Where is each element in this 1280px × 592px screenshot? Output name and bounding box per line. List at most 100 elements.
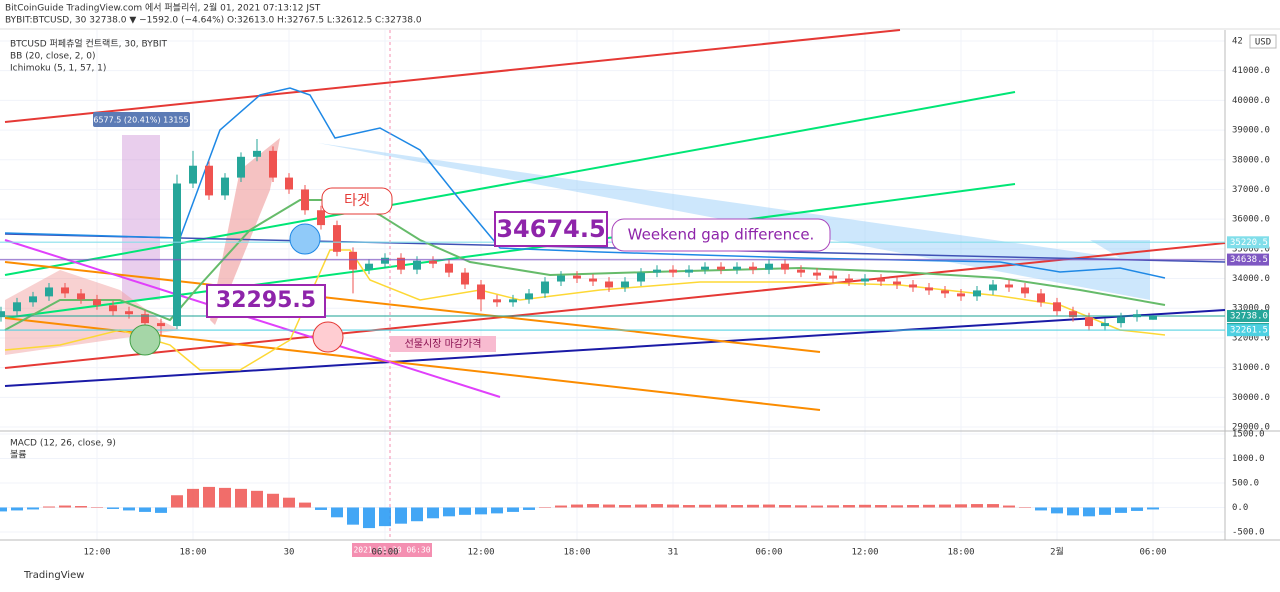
macd-bar xyxy=(251,490,263,508)
macd-bar xyxy=(827,505,839,508)
y-tick-label: 39000.0 xyxy=(1232,126,1270,136)
candle-body xyxy=(397,257,405,270)
candle-body xyxy=(1005,284,1013,288)
candle-body xyxy=(877,278,885,282)
candle-body xyxy=(253,150,261,157)
price-label-box xyxy=(1227,236,1269,249)
macd-bar xyxy=(75,506,87,508)
bb-upper xyxy=(4,87,1166,279)
candle-body xyxy=(685,269,693,273)
candle-body xyxy=(333,225,341,252)
y2-tick-label: 1000.0 xyxy=(1232,454,1265,464)
candle-body xyxy=(0,311,5,318)
macd-bar xyxy=(987,504,999,508)
macd-bar xyxy=(651,504,663,508)
candle-body xyxy=(269,150,277,178)
price-label-box xyxy=(1227,253,1269,266)
low-label: 32295.5 xyxy=(216,288,316,313)
currency-box[interactable] xyxy=(1249,34,1277,49)
macd-bar xyxy=(1083,507,1095,517)
price-label: 34638.5 xyxy=(1230,255,1268,265)
crosshair-time-box xyxy=(352,543,432,557)
macd-bar xyxy=(1019,507,1031,508)
y-tick-label: 34000.0 xyxy=(1232,274,1270,284)
candle-body xyxy=(221,177,229,196)
candle-body xyxy=(429,260,437,264)
x-tick-label: 2월 xyxy=(1050,546,1064,558)
candle-body xyxy=(1117,317,1125,324)
candle-body xyxy=(173,183,181,327)
macd-legend: 볼륨 xyxy=(10,450,27,461)
macd-bar xyxy=(715,504,727,508)
macd-bar xyxy=(219,487,231,508)
candle-body xyxy=(605,281,613,288)
price-label-box xyxy=(1227,310,1269,323)
y2-tick-label: 1500.0 xyxy=(1232,429,1265,439)
macd-bar xyxy=(443,507,455,517)
candle-body xyxy=(621,281,629,288)
x-tick-label: 06:00 xyxy=(755,548,782,558)
y-tick-label: 29000.0 xyxy=(1232,423,1270,433)
macd-bar xyxy=(299,502,311,508)
candle-body xyxy=(285,177,293,190)
macd-bar xyxy=(667,504,679,508)
macd-bar xyxy=(587,504,599,508)
candle-body xyxy=(301,189,309,211)
macd-bar xyxy=(811,505,823,508)
candle-body xyxy=(509,299,517,303)
y-tick-label: 30000.0 xyxy=(1232,393,1270,403)
candle-body xyxy=(461,272,469,285)
trendline xyxy=(4,233,1226,263)
candle-body xyxy=(349,251,357,270)
candle-body xyxy=(317,210,325,226)
macd-bar xyxy=(283,497,295,508)
macd-bar xyxy=(907,505,919,508)
macd-bar xyxy=(395,507,407,524)
candle-body xyxy=(861,278,869,282)
publisher: BitCoinGuide TradingView.com 에서 퍼블리쉬, 2월… xyxy=(5,2,321,14)
candle-body xyxy=(1069,311,1077,318)
macd-bar xyxy=(0,507,7,512)
macd-bar xyxy=(763,504,775,508)
target: 타겟 xyxy=(344,193,370,209)
y-tick-label: 41000.0 xyxy=(1232,66,1270,76)
legend: Ichimoku (5, 1, 57, 1) xyxy=(10,64,106,74)
macd-bar xyxy=(59,505,71,508)
x-tick-label: 06:00 xyxy=(371,548,398,558)
candle-body xyxy=(1053,302,1061,312)
y-tick-label: 35000.0 xyxy=(1232,244,1270,254)
macd-bar xyxy=(123,507,135,511)
candle-body xyxy=(781,263,789,270)
candle-body xyxy=(653,269,661,273)
x-tick-label: 18:00 xyxy=(179,548,206,558)
brand[interactable]: TradingView xyxy=(23,570,84,581)
macd-bar xyxy=(11,507,23,511)
x-tick-label: 31 xyxy=(668,548,679,558)
macd-bar xyxy=(555,505,567,508)
macd-bar xyxy=(571,504,583,508)
currency[interactable]: USD xyxy=(1255,38,1271,48)
candle-body xyxy=(381,257,389,264)
emoji xyxy=(129,324,161,356)
target-box xyxy=(321,187,393,215)
y-tick-label: 38000.0 xyxy=(1232,155,1270,165)
macd-bar xyxy=(1067,507,1079,516)
macd-bar xyxy=(1051,507,1063,514)
high-label-box xyxy=(494,211,608,247)
macd-bar xyxy=(923,504,935,508)
candle-body xyxy=(957,293,965,297)
series-name: MACD xyxy=(120,439,147,449)
y-tick-label: 37000.0 xyxy=(1232,185,1270,195)
trendline xyxy=(4,309,1226,387)
y-tick-label: 40000.0 xyxy=(1232,96,1270,106)
bb-lower xyxy=(4,249,1166,371)
candle-body xyxy=(93,299,101,306)
macd-bar xyxy=(683,505,695,508)
candle-body xyxy=(909,284,917,288)
macd-bar xyxy=(91,507,103,508)
x-tick-label: 30 xyxy=(284,548,295,558)
y-tick-label: 36000.0 xyxy=(1232,215,1270,225)
macd-bar xyxy=(635,504,647,508)
candle-body xyxy=(493,299,501,303)
